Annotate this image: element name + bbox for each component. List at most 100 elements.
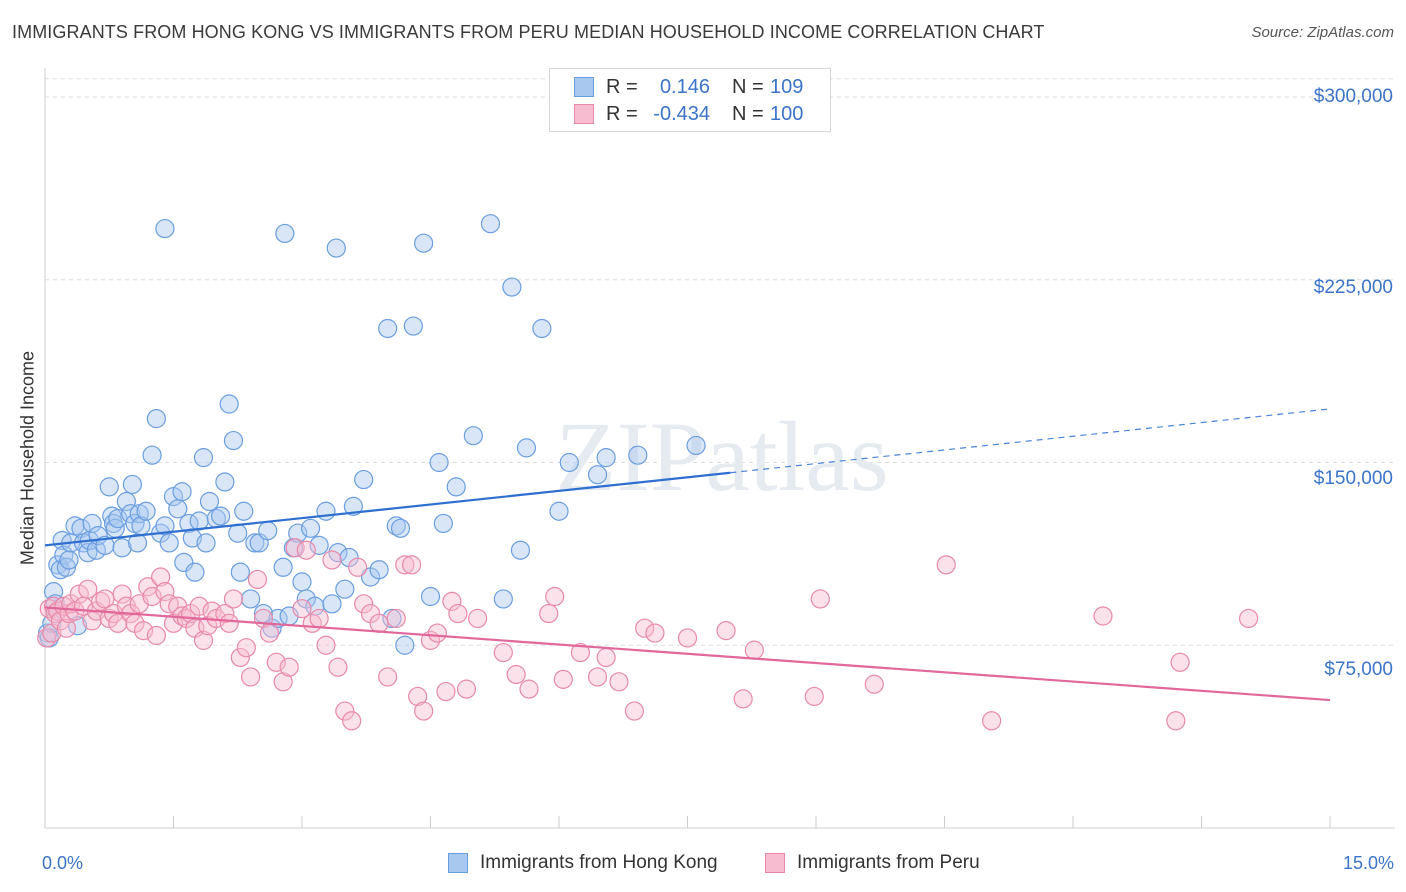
data-point-hong-kong: [234, 501, 254, 521]
data-point-peru: [427, 623, 447, 643]
data-point-peru: [348, 557, 368, 577]
data-point-hong-kong: [502, 277, 522, 297]
legend-row-hong-kong: R = 0.146 N = 109: [574, 75, 803, 99]
data-point-hong-kong: [230, 562, 250, 582]
data-point-peru: [247, 569, 268, 590]
data-point-hong-kong: [159, 533, 179, 553]
y-tick-label: $225,000: [1313, 277, 1393, 298]
legend-item-hong-kong: Immigrants from Hong Kong: [448, 852, 718, 874]
data-point-hong-kong: [596, 448, 616, 468]
data-point-peru: [1166, 711, 1186, 731]
legend-r-value: 0.146: [659, 75, 710, 98]
data-point-peru: [78, 579, 98, 599]
data-point-peru: [219, 613, 239, 633]
y-tick-label: $150,000: [1313, 468, 1393, 489]
data-point-hong-kong: [223, 430, 244, 451]
legend-n-label: N =: [732, 102, 764, 125]
data-point-peru: [236, 638, 256, 658]
grid-lines: [45, 78, 1395, 646]
legend-r-value: -0.434: [653, 102, 710, 125]
data-point-peru: [553, 669, 573, 689]
data-point-hong-kong: [122, 474, 142, 495]
data-point-peru: [386, 608, 406, 629]
data-point-peru: [864, 674, 884, 694]
data-point-hong-kong: [219, 394, 239, 414]
data-point-peru: [215, 603, 235, 624]
data-point-hong-kong: [199, 491, 220, 512]
legend-label-peru: Immigrants from Peru: [797, 852, 980, 873]
data-point-hong-kong: [241, 589, 261, 609]
data-point-hong-kong: [354, 469, 374, 490]
data-point-peru: [193, 630, 214, 650]
data-point-peru: [369, 613, 389, 633]
data-point-peru: [1093, 606, 1113, 626]
data-point-hong-kong: [326, 238, 346, 258]
data-point-peru: [285, 538, 305, 558]
data-point-peru: [342, 711, 362, 731]
data-point-hong-kong: [382, 608, 402, 629]
data-point-peru: [539, 603, 559, 624]
data-point-peru: [230, 647, 250, 668]
data-point-hong-kong: [136, 501, 156, 521]
y-tick-label: $75,000: [1324, 659, 1393, 680]
data-point-peru: [395, 555, 415, 575]
data-point-peru: [309, 608, 329, 629]
legend-item-peru: Immigrants from Peru: [765, 852, 980, 874]
watermark: ZIPatlas: [555, 401, 888, 512]
data-point-hong-kong: [185, 562, 205, 582]
legend-n-label: N =: [732, 75, 764, 98]
data-point-peru: [292, 599, 312, 619]
stats-legend: R = 0.146 N = 109 R = -0.434 N = 100: [549, 68, 831, 132]
data-point-peru: [624, 701, 644, 721]
x-ticks: [44, 816, 1331, 828]
data-point-peru: [296, 540, 316, 560]
data-point-hong-kong: [146, 409, 166, 429]
data-point-hong-kong: [559, 452, 579, 473]
data-point-peru: [108, 613, 128, 633]
data-point-peru: [56, 618, 77, 638]
data-point-peru: [733, 689, 753, 709]
data-point-hong-kong: [82, 513, 102, 534]
data-point-peru: [635, 618, 655, 638]
data-point-hong-kong: [116, 491, 136, 512]
trend-line-hong-kong-projection: [730, 408, 1331, 474]
data-point-peru: [266, 652, 286, 672]
data-point-hong-kong: [245, 533, 265, 553]
data-point-peru: [448, 603, 468, 624]
data-point-hong-kong: [228, 523, 248, 543]
data-point-hong-kong: [322, 594, 342, 614]
data-point-hong-kong: [433, 513, 453, 534]
data-point-hong-kong: [155, 218, 175, 239]
data-point-hong-kong: [429, 452, 449, 473]
data-point-peru: [716, 621, 736, 641]
chart-source: Source: ZipAtlas.com: [1251, 24, 1394, 41]
data-point-hong-kong: [99, 477, 119, 497]
trend-line-hong-kong: [44, 471, 731, 547]
data-point-peru: [146, 625, 166, 646]
data-point-hong-kong: [112, 538, 132, 558]
data-point-hong-kong: [316, 501, 336, 521]
legend-row-peru: R = -0.434 N = 100: [574, 102, 803, 126]
data-point-hong-kong: [587, 465, 608, 485]
data-point-peru: [414, 701, 434, 721]
data-point-peru: [322, 550, 342, 570]
data-point-hong-kong: [532, 318, 552, 339]
data-point-peru: [936, 555, 956, 575]
data-point-hong-kong: [480, 214, 501, 234]
data-point-peru: [259, 623, 280, 643]
y-axis-title: Median Household Income: [17, 350, 38, 566]
legend-swatch-hong-kong: [574, 77, 594, 97]
data-point-peru: [810, 589, 830, 609]
y-tick-label: $300,000: [1313, 86, 1393, 107]
data-point-hong-kong: [420, 586, 441, 607]
data-point-hong-kong: [446, 477, 466, 497]
data-point-hong-kong: [193, 448, 214, 468]
data-point-peru: [133, 621, 154, 641]
data-point-hong-kong: [414, 233, 434, 253]
data-point-hong-kong: [168, 499, 188, 519]
data-point-hong-kong: [369, 560, 389, 580]
data-point-hong-kong: [215, 472, 235, 492]
data-point-peru: [279, 657, 299, 677]
data-point-hong-kong: [686, 435, 706, 456]
data-point-peru: [402, 555, 422, 575]
